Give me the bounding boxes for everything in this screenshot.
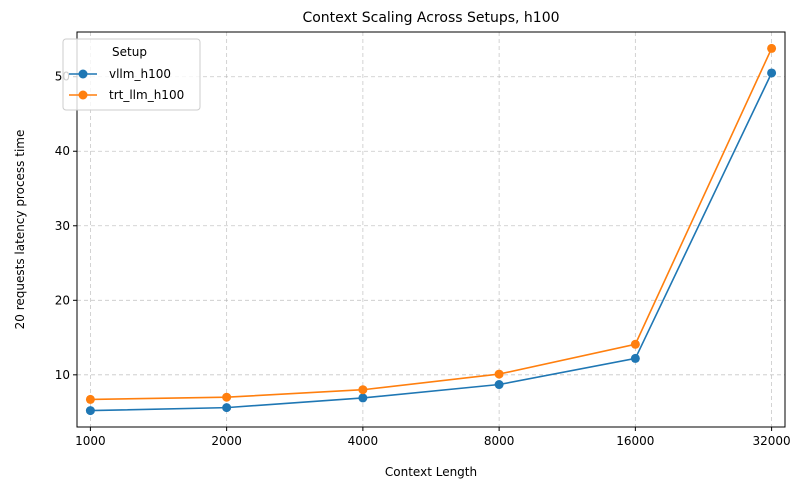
data-point [767,68,777,78]
legend-marker [78,69,88,79]
y-tick-label: 40 [55,144,70,158]
legend-box [62,38,201,111]
legend-title: Setup [112,45,147,59]
data-point [767,43,777,53]
x-tick-label: 8000 [484,434,515,448]
data-point [630,353,640,363]
legend-items: vllm_h100 trt_llm_h100 [69,67,184,102]
y-tick-label: 30 [55,219,70,233]
legend: Setup vllm_h100 trt_llm_h100 [62,38,201,111]
grid [77,32,785,427]
legend-marker [78,90,88,100]
x-tick-label: 1000 [75,434,106,448]
legend-label: vllm_h100 [109,67,171,81]
data-point [222,392,232,402]
data-point [630,339,640,349]
series-line [90,48,773,401]
chart-title: Context Scaling Across Setups, h100 [302,10,559,26]
x-tick-label: 2000 [211,434,242,448]
data-point [494,369,504,379]
x-tick-label: 16000 [616,434,654,448]
data-point [222,403,232,413]
data-point [494,380,504,390]
legend-label: trt_llm_h100 [109,88,184,102]
series-line [90,72,773,412]
y-tick-label: 10 [55,368,70,382]
series-trt_llm_h100 [85,43,777,404]
x-axis-label: Context Length [385,465,477,479]
legend-item: trt_llm_h100 [69,88,184,102]
y-tick-label: 20 [55,293,70,307]
plot-frame [76,31,786,428]
x-tick-label: 4000 [348,434,379,448]
data-point [85,406,95,416]
data-point [358,385,368,395]
data-point [358,393,368,403]
y-axis-label: 20 requests latency process time [13,130,27,330]
data-point [85,394,95,404]
x-tick-label: 32000 [753,434,790,448]
series-layer [85,43,777,416]
series-vllm_h100 [85,68,777,416]
legend-item: vllm_h100 [69,67,171,81]
